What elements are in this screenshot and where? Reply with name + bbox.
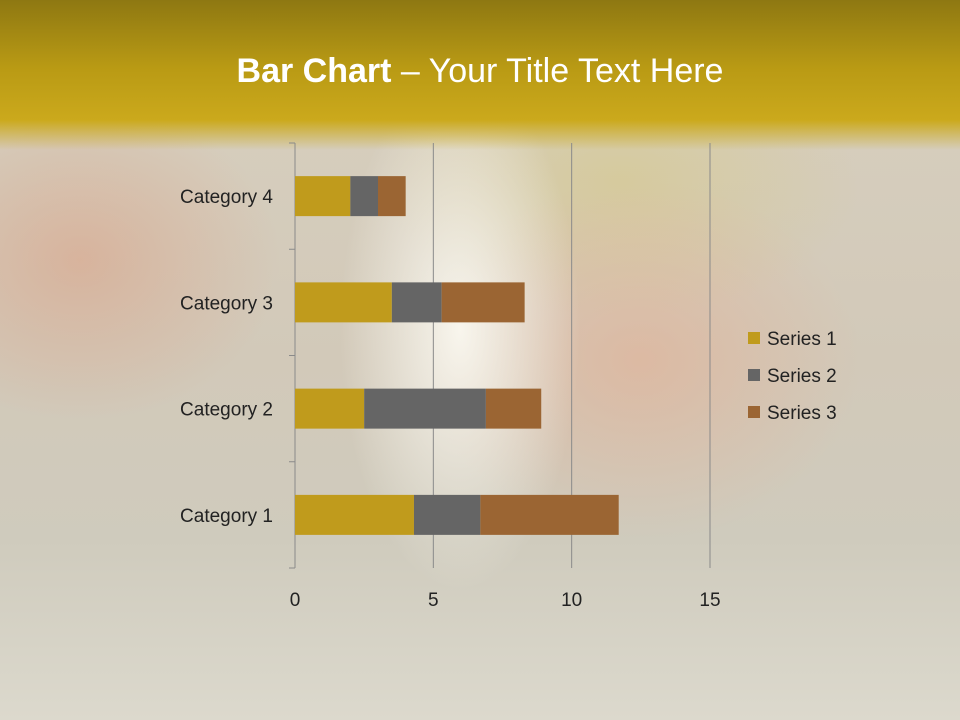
bar-segment (295, 176, 351, 217)
x-tick-label: 15 (699, 590, 720, 611)
header-band (0, 0, 960, 150)
bar-segment (378, 176, 406, 217)
category-label: Category 4 (180, 187, 273, 208)
legend-label: Series 3 (767, 403, 837, 424)
bar-segment (413, 494, 481, 535)
legend-label: Series 2 (767, 366, 837, 387)
x-tick-label: 0 (290, 590, 301, 611)
category-label: Category 2 (180, 400, 273, 421)
x-tick-label: 10 (561, 590, 582, 611)
legend-swatch (748, 406, 760, 418)
legend-swatch (748, 332, 760, 344)
legend-swatch (748, 369, 760, 381)
bar-segment (350, 176, 378, 217)
bar-segment (295, 282, 392, 323)
category-label: Category 3 (180, 293, 273, 314)
bar-segment (295, 494, 414, 535)
bar-segment (364, 388, 486, 429)
bar-segment (295, 388, 365, 429)
bar-segment (391, 282, 442, 323)
category-label: Category 1 (180, 506, 273, 527)
x-tick-label: 5 (428, 590, 439, 611)
bar-segment (441, 282, 525, 323)
slide-title: Bar Chart – Your Title Text Here (236, 52, 724, 90)
bar-segment (480, 494, 619, 535)
bar-segment (485, 388, 542, 429)
legend-label: Series 1 (767, 329, 837, 350)
